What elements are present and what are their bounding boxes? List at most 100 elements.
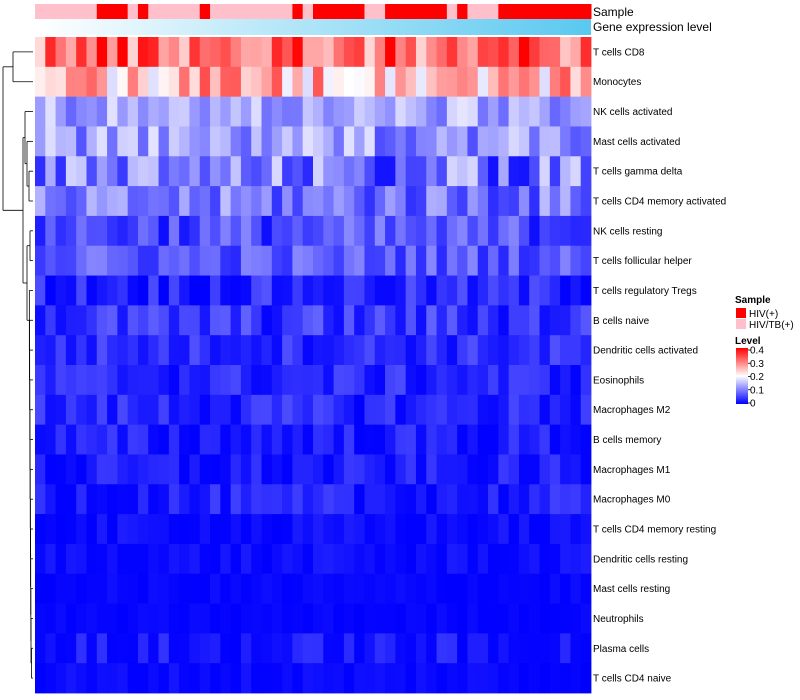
heatmap-cell xyxy=(210,335,221,366)
heatmap-cell xyxy=(539,305,551,336)
heatmap-cell xyxy=(96,573,108,604)
heatmap-cell xyxy=(230,66,242,98)
heatmap-cell xyxy=(86,633,98,664)
heatmap-cell xyxy=(302,484,314,515)
heatmap-cell xyxy=(292,454,304,485)
heatmap-cell xyxy=(436,96,448,127)
heatmap-cell xyxy=(498,514,510,545)
heatmap-cell xyxy=(282,365,293,396)
heatmap-cell xyxy=(415,335,427,366)
heatmap-cell xyxy=(230,37,242,68)
heatmap-cell xyxy=(570,275,582,306)
heatmap-cell xyxy=(508,245,520,276)
heatmap-cell xyxy=(467,37,479,68)
heatmap-cell xyxy=(560,484,571,515)
heatmap-cell xyxy=(65,633,77,664)
row-label: Neutrophils xyxy=(593,614,644,625)
heatmap-cell xyxy=(323,335,334,366)
heatmap-cell xyxy=(240,66,252,98)
heatmap-cell xyxy=(282,186,293,217)
heatmap-cell xyxy=(76,335,87,366)
heatmap-cell xyxy=(385,96,396,127)
heatmap-cell xyxy=(570,573,582,604)
heatmap-cell xyxy=(498,543,510,575)
heatmap-cell xyxy=(508,603,520,634)
heatmap-cell xyxy=(240,215,252,247)
heatmap-cell xyxy=(529,484,540,515)
heatmap-cell xyxy=(117,37,129,68)
heatmap-cell xyxy=(364,126,376,157)
heatmap-cell xyxy=(210,126,221,157)
row-label: Monocytes xyxy=(593,77,641,88)
row-dendrogram xyxy=(2,51,33,679)
heatmap-cell xyxy=(323,603,334,634)
heatmap-cell xyxy=(189,514,201,545)
heatmap-cell xyxy=(210,215,221,247)
heatmap-cell xyxy=(313,394,324,426)
heatmap-cell xyxy=(302,454,314,485)
heatmap-cell xyxy=(137,305,149,336)
heatmap-cell xyxy=(86,186,98,217)
heatmap-cell xyxy=(45,186,56,217)
heatmap-cell xyxy=(395,156,407,187)
heatmap-cell xyxy=(107,454,118,485)
heatmap-cell xyxy=(168,543,180,575)
heatmap-cell xyxy=(529,573,540,604)
heatmap-cell xyxy=(65,484,77,515)
heatmap-cell xyxy=(148,573,159,604)
heatmap-cell xyxy=(199,215,211,247)
heatmap-cell xyxy=(65,454,77,485)
heatmap-cell xyxy=(539,215,551,247)
heatmap-cell xyxy=(570,186,582,217)
heatmap-cell xyxy=(405,66,417,98)
heatmap-cell xyxy=(55,484,67,515)
heatmap-cell xyxy=(580,215,592,247)
heatmap-cell xyxy=(518,215,530,247)
heatmap-cell xyxy=(76,543,87,575)
heatmap-cell xyxy=(374,424,386,455)
row-label: T cells CD4 memory resting xyxy=(593,525,716,536)
heatmap-cell xyxy=(549,37,561,68)
heatmap-cell xyxy=(539,186,551,217)
heatmap-cell xyxy=(35,543,46,575)
annotation-label-sample: Sample xyxy=(593,5,634,19)
heatmap-cell xyxy=(560,603,571,634)
heatmap-cell xyxy=(199,573,211,604)
heatmap-cell xyxy=(240,156,252,187)
heatmap-cell xyxy=(333,454,345,485)
heatmap-cell xyxy=(457,514,468,545)
heatmap-cell xyxy=(529,394,540,426)
heatmap-cell xyxy=(251,484,262,515)
heatmap-cell xyxy=(199,663,211,694)
heatmap-cell xyxy=(354,156,365,187)
heatmap-cell xyxy=(313,156,324,187)
heatmap-cell xyxy=(508,484,520,515)
heatmap-cell xyxy=(436,454,448,485)
heatmap-cell xyxy=(374,215,386,247)
heatmap-cell xyxy=(508,573,520,604)
heatmap-cell xyxy=(560,245,571,276)
heatmap-cell xyxy=(282,335,293,366)
heatmap-cell xyxy=(549,335,561,366)
heatmap-cell xyxy=(385,215,396,247)
heatmap-cell xyxy=(127,514,139,545)
heatmap-cell xyxy=(580,37,592,68)
heatmap-cell xyxy=(189,365,201,396)
heatmap-cell xyxy=(323,543,334,575)
heatmap-cell xyxy=(426,454,437,485)
heatmap-cell xyxy=(374,37,386,68)
heatmap-cell xyxy=(76,126,87,157)
heatmap-cell xyxy=(271,66,283,98)
heatmap-cell xyxy=(518,275,530,306)
heatmap-cell xyxy=(210,454,221,485)
heatmap-cell xyxy=(282,633,293,664)
heatmap-cell xyxy=(107,66,118,98)
heatmap-cell xyxy=(436,514,448,545)
heatmap-cell xyxy=(45,335,56,366)
heatmap-cell xyxy=(323,424,334,455)
heatmap-cell xyxy=(529,66,540,98)
heatmap-cell xyxy=(457,37,468,68)
heatmap-cell xyxy=(364,215,376,247)
heatmap-cell xyxy=(477,663,489,694)
heatmap-cell xyxy=(477,245,489,276)
